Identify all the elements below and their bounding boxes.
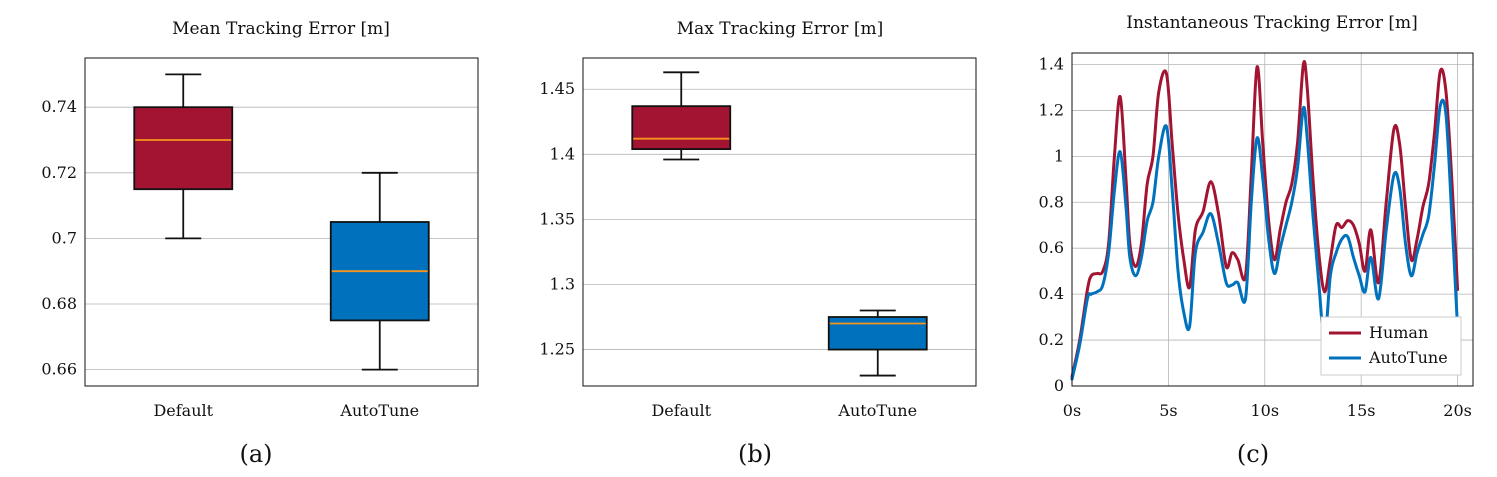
y-tick-label: 1.4 [1039,54,1064,73]
y-tick-label: 0.8 [1039,192,1064,211]
chart-title-c: Instantaneous Tracking Error [m] [1126,13,1418,33]
y-tick-label: 1.2 [1039,100,1064,119]
box-body [827,316,928,351]
legend-c: Human AutoTune [1320,316,1462,376]
x-tick-label: Default [651,401,711,420]
y-tick-label: 0.2 [1039,330,1064,349]
legend-box [1320,316,1462,376]
y-tick-label: 1.4 [550,144,575,163]
x-tick-label: 20s [1443,401,1472,420]
x-ticks-a: Default AutoTune [153,401,419,420]
y-ticks-c: 0 0.2 0.4 0.6 0.8 1 1.2 1.4 [1039,54,1064,395]
y-tick-label: 0.7 [52,228,77,247]
caption-c: (c) [1237,440,1269,468]
y-ticks-b: 1.25 1.3 1.35 1.4 1.45 [539,79,575,358]
series-line-human [1070,60,1460,379]
y-tick-label: 0.4 [1039,284,1064,303]
x-tick-label: AutoTune [339,401,419,420]
box-body [631,105,732,151]
chart-title-a: Mean Tracking Error [m] [172,19,390,39]
box-marks-b [631,71,928,377]
x-tick-label: Default [153,401,213,420]
chart-panel-c: Instantaneous Tracking Error [m] 0 0.2 0.4… [1039,13,1474,468]
y-tick-label: 0.74 [41,97,77,116]
legend-label: Human [1369,323,1428,342]
x-ticks-b: Default AutoTune [651,401,917,420]
x-tick-label: 0s [1063,401,1081,420]
plot-frame-b [582,57,977,387]
plot-frame-c [1071,52,1474,387]
legend-label: AutoTune [1368,348,1448,367]
box-body [133,106,234,191]
x-tick-label: 10s [1250,401,1279,420]
plot-frame-a [84,57,479,387]
y-tick-label: 1.3 [550,274,575,293]
x-tick-label: 15s [1347,401,1376,420]
series-line-autotune [1070,98,1460,381]
y-tick-label: 0.66 [41,360,77,379]
y-tick-label: 0.72 [41,163,77,182]
y-tick-label: 1.25 [539,340,575,359]
line-marks-c [1070,60,1460,381]
caption-b: (b) [738,440,772,468]
chart-title-b: Max Tracking Error [m] [677,19,883,39]
y-tick-label: 0.68 [41,294,77,313]
y-tick-label: 1.35 [539,209,575,228]
x-tick-label: 5s [1159,401,1177,420]
y-tick-label: 1.45 [539,79,575,98]
y-ticks-a: 0.66 0.68 0.7 0.72 0.74 [41,97,77,378]
y-tick-label: 1 [1054,146,1064,165]
y-tick-label: 0 [1054,376,1064,395]
box-marks-a [133,73,430,371]
x-ticks-c: 0s 5s 10s 15s 20s [1063,401,1472,420]
chart-panel-b: Max Tracking Error [m] 1.25 1.3 1.35 1.4 1.4… [539,19,977,468]
y-tick-label: 0.6 [1039,238,1064,257]
chart-panel-a: Mean Tracking Error [m] 0.660.680.70.720… [41,19,479,468]
caption-a: (a) [239,440,272,468]
x-tick-label: AutoTune [837,401,917,420]
